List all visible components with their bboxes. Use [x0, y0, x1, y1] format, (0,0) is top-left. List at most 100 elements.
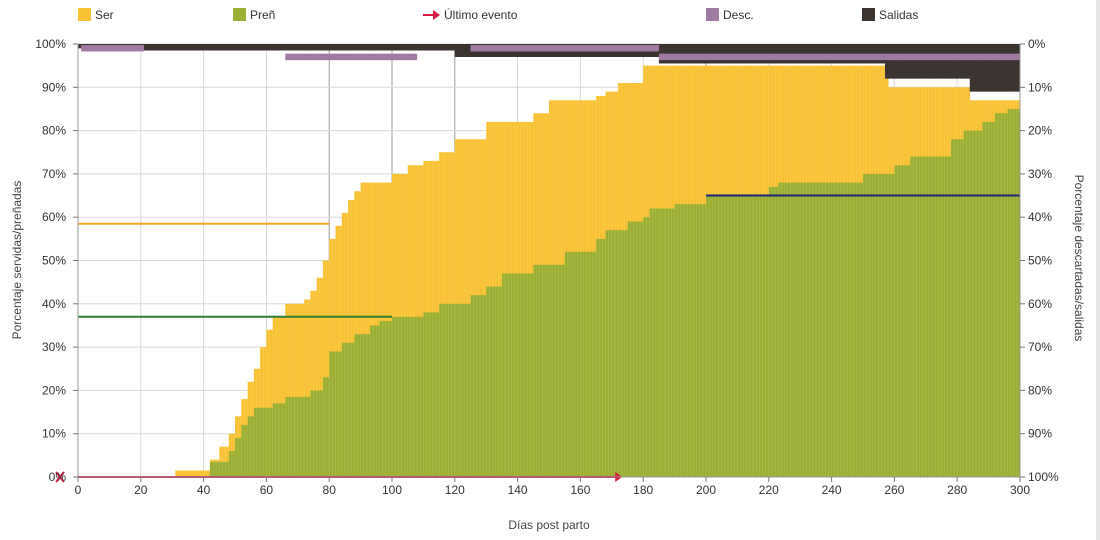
pren-bar	[536, 264, 540, 477]
desc-band	[81, 45, 144, 52]
pren-bar	[231, 451, 236, 477]
pren-bar	[1016, 108, 1021, 477]
salidas-bar	[341, 44, 346, 51]
pren-bar	[564, 251, 569, 477]
pren-bar	[288, 396, 292, 477]
pren-bar	[291, 396, 296, 477]
pren-bar	[545, 264, 550, 477]
salidas-bar	[169, 44, 173, 51]
pren-bar	[784, 182, 789, 477]
pren-bar	[244, 425, 248, 477]
salidas-bar	[266, 44, 270, 51]
y-tick-label-right: 80%	[1028, 383, 1052, 397]
pren-bar	[577, 251, 581, 477]
salidas-bar	[439, 44, 443, 51]
pren-bar	[658, 208, 663, 478]
pren-bar	[300, 396, 305, 477]
salidas-bar	[461, 44, 465, 57]
pren-bar	[922, 156, 927, 477]
y-tick-label-right: 100%	[1028, 470, 1059, 484]
pren-bar	[935, 156, 939, 477]
ser-bar	[181, 470, 186, 477]
salidas-bar	[467, 44, 471, 57]
pren-bar	[263, 407, 267, 477]
pren-bar	[533, 264, 537, 477]
pren-bar	[338, 351, 343, 477]
ser-bar	[291, 303, 296, 477]
pren-bar	[574, 251, 578, 477]
pren-bar	[646, 217, 650, 477]
salidas-bar	[900, 44, 905, 79]
pren-bar	[235, 438, 239, 477]
salidas-bar	[282, 44, 286, 51]
pren-bar	[715, 195, 719, 478]
salidas-bar	[194, 44, 198, 51]
salidas-bar	[1001, 44, 1005, 92]
ser-bar	[178, 470, 183, 477]
salidas-bar	[203, 44, 208, 51]
salidas-bar	[360, 44, 365, 51]
pren-bar	[275, 403, 280, 477]
pren-bar	[558, 264, 562, 477]
x-tick-label: 220	[759, 483, 779, 497]
salidas-bar	[288, 44, 292, 51]
salidas-bar	[426, 44, 431, 51]
pren-bar	[859, 182, 864, 477]
pren-bar	[250, 416, 255, 477]
pren-bar	[379, 321, 383, 477]
pren-bar	[313, 390, 318, 477]
ser-bar	[319, 277, 324, 477]
pren-bar	[919, 156, 924, 477]
salidas-bar	[969, 44, 974, 92]
salidas-bar	[957, 44, 961, 79]
ser-bar	[297, 303, 302, 477]
y-tick-label-left: 0%	[49, 470, 67, 484]
salidas-bar	[972, 44, 977, 92]
salidas-bar	[275, 44, 280, 51]
pren-bar	[567, 251, 572, 477]
salidas-bar	[454, 44, 459, 57]
salidas-bar	[954, 44, 958, 79]
pren-bar	[950, 139, 955, 477]
ser-bar	[272, 316, 277, 477]
pren-bar	[357, 334, 361, 477]
salidas-bar	[445, 44, 449, 51]
series-pren	[209, 108, 1021, 478]
pren-bar	[266, 407, 270, 477]
pren-bar	[326, 377, 330, 477]
desc-band	[470, 45, 659, 52]
salidas-bar	[197, 44, 201, 51]
pren-bar	[420, 316, 424, 477]
pren-bar	[583, 251, 588, 477]
salidas-bar	[238, 44, 242, 51]
salidas-bar	[1010, 44, 1015, 92]
pren-bar	[636, 221, 641, 477]
pren-bar	[310, 390, 314, 477]
salidas-bar	[376, 44, 380, 51]
salidas-bar	[222, 44, 226, 51]
salidas-bar	[291, 44, 296, 51]
pren-bar	[225, 461, 230, 477]
pren-bar	[680, 204, 685, 477]
pren-bar	[888, 173, 892, 477]
y-tick-label-left: 30%	[42, 340, 66, 354]
pren-bar	[1007, 108, 1011, 477]
y-tick-label-right: 40%	[1028, 210, 1052, 224]
legend-swatch	[78, 8, 91, 21]
salidas-bar	[919, 44, 924, 79]
pren-bar	[881, 173, 886, 477]
salidas-bar	[1004, 44, 1008, 92]
pren-bar	[611, 230, 616, 477]
salidas-bar	[451, 44, 456, 51]
salidas-bar	[938, 44, 942, 79]
y-tick-label-right: 90%	[1028, 427, 1052, 441]
salidas-bar	[888, 44, 892, 79]
pren-bar	[216, 461, 220, 477]
salidas-bar	[310, 44, 314, 51]
pren-bar	[837, 182, 842, 477]
y-tick-label-right: 20%	[1028, 124, 1052, 138]
pren-bar	[555, 264, 559, 477]
salidas-bar	[910, 44, 914, 79]
pren-bar	[652, 208, 657, 478]
salidas-bar	[357, 44, 361, 51]
